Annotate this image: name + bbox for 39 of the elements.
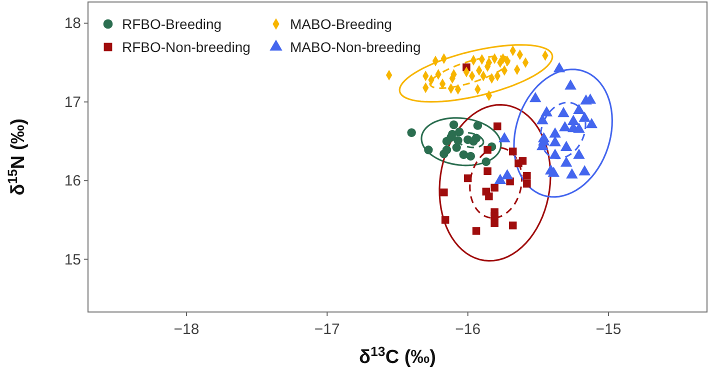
point — [482, 157, 490, 166]
point — [514, 159, 522, 168]
x-axis-title: δ$^{13}$C (‰) — [359, 344, 436, 368]
y-tick-label: 16 — [64, 172, 81, 190]
point — [508, 222, 517, 230]
point — [484, 167, 492, 176]
point — [440, 188, 448, 196]
point — [473, 121, 482, 130]
point — [523, 172, 531, 180]
point — [407, 128, 416, 137]
y-tick-label: 18 — [64, 15, 81, 32]
point — [464, 174, 472, 182]
x-tick-label: −15 — [596, 321, 622, 338]
x-tick-label: −17 — [314, 321, 340, 338]
legend-label: MABO-Breeding — [290, 16, 392, 32]
point — [455, 127, 464, 136]
legend-label: RFBO-Breeding — [122, 16, 222, 32]
point — [466, 152, 476, 161]
point — [472, 227, 480, 235]
point — [449, 120, 458, 130]
point — [452, 143, 461, 152]
point — [523, 180, 531, 188]
point — [441, 216, 450, 224]
point — [490, 212, 498, 220]
point — [490, 184, 498, 192]
point — [494, 122, 502, 130]
y-tick-label: 17 — [64, 94, 81, 111]
point — [459, 150, 468, 159]
point — [485, 192, 493, 200]
y-tick-label: 15 — [64, 251, 81, 268]
x-tick-label: −18 — [174, 321, 200, 338]
legend-label: RFBO-Non-breeding — [122, 39, 250, 55]
point — [484, 146, 492, 154]
x-tick-label: −16 — [455, 321, 481, 338]
point — [508, 148, 517, 156]
legend-label: MABO-Non-breeding — [290, 39, 421, 55]
point — [490, 219, 498, 227]
point — [440, 149, 448, 158]
point — [424, 146, 433, 154]
